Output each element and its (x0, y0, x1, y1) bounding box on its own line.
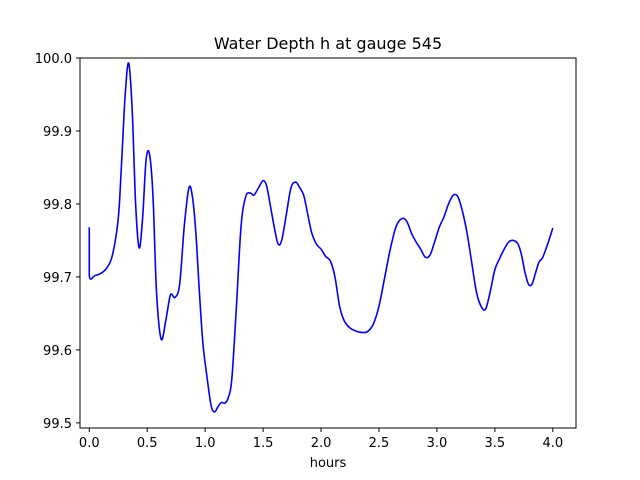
x-tick-label: 2.5 (369, 436, 390, 451)
x-tick-label: 1.0 (195, 436, 216, 451)
y-tick-label: 99.5 (43, 417, 72, 432)
x-tick-label: 2.0 (311, 436, 332, 451)
y-tick-label: 99.7 (43, 271, 72, 286)
x-axis-label: hours (310, 456, 347, 471)
x-tick-label: 3.0 (427, 436, 448, 451)
y-tick-label: 99.9 (43, 125, 72, 140)
plot-frame (79, 57, 577, 429)
y-tick-label: 99.8 (43, 198, 72, 213)
x-tick-label: 3.5 (485, 436, 506, 451)
chart-title: Water Depth h at gauge 545 (214, 34, 442, 53)
y-tick-label: 99.6 (43, 344, 72, 359)
y-tick-label: 100.0 (35, 52, 72, 67)
x-tick-label: 1.5 (253, 436, 274, 451)
water-depth-line (88, 62, 554, 413)
ticks-layer: 0.0 0.5 1.0 1.5 2.0 2.5 3.0 3.5 4.0 99.5 99.6 99.7 9… (35, 52, 563, 451)
x-tick-label: 4.0 (542, 436, 563, 451)
x-tick-label: 0.0 (79, 436, 100, 451)
x-tick-label: 0.5 (137, 436, 158, 451)
